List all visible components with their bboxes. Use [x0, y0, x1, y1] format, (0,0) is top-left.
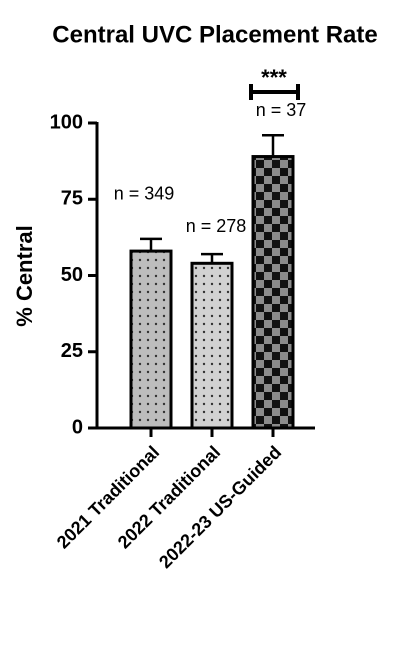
y-axis-label: % Central — [12, 225, 37, 326]
significance-label: *** — [261, 65, 287, 90]
bar — [129, 249, 173, 430]
y-tick-label: 25 — [61, 340, 83, 362]
x-tick-label: 2021 Traditional — [53, 442, 163, 552]
y-tick-label: 50 — [61, 264, 83, 286]
x-tick-label: 2022-23 US-Guided — [155, 442, 285, 572]
sample-size: n = 37 — [256, 100, 307, 120]
chart-title: Central UVC Placement Rate — [52, 21, 377, 48]
x-tick-label: 2022 Traditional — [114, 442, 224, 552]
sample-size: n = 349 — [114, 184, 175, 204]
bar — [251, 155, 295, 430]
bar — [190, 261, 234, 430]
y-tick-label: 0 — [72, 416, 83, 438]
y-tick-label: 100 — [50, 111, 83, 133]
sample-size: n = 278 — [186, 216, 247, 236]
y-tick-label: 75 — [61, 188, 83, 210]
